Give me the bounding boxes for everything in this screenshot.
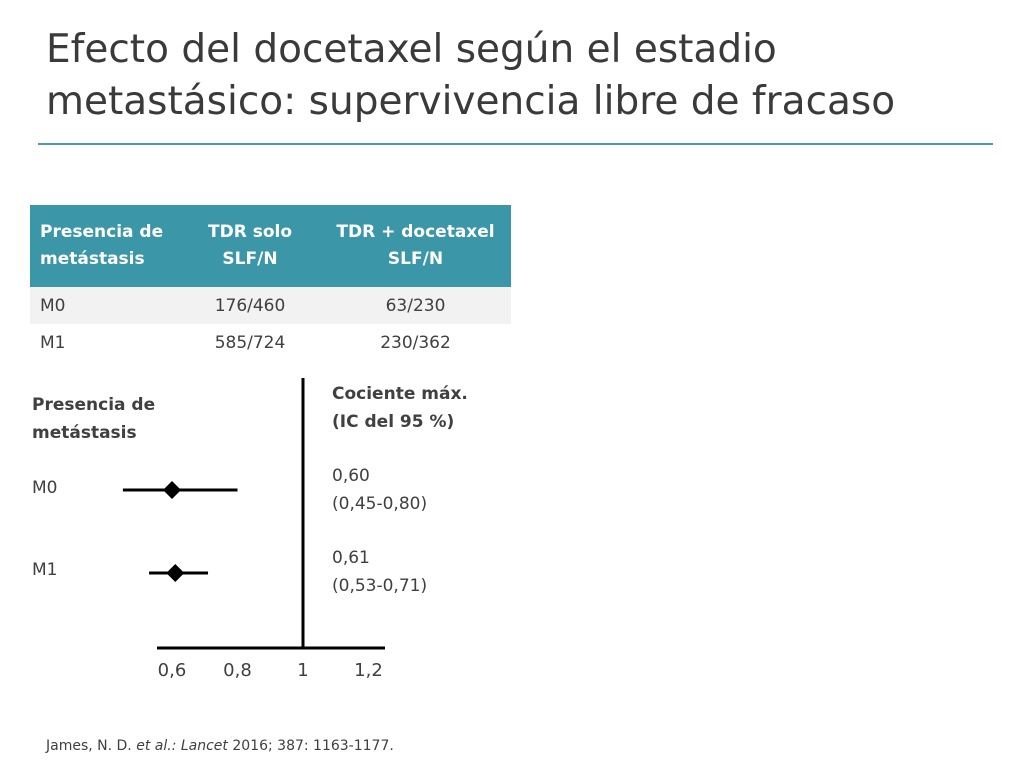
reference-journal: et al.: Lancet	[136, 738, 228, 754]
table-cell: 585/724	[180, 324, 320, 361]
slide-title: Efecto del docetaxel según el estadio me…	[46, 27, 896, 124]
plot-left-header: Presencia de metástasis	[32, 395, 156, 443]
hr-value-m0: 0,60	[332, 466, 370, 486]
x-tick-label: 0,6	[158, 660, 187, 681]
hr-value-m1: 0,61	[332, 548, 370, 568]
x-tick-label: 0,8	[223, 660, 252, 681]
hr-ci-m1: (0,53-0,71)	[332, 576, 428, 596]
hr-ci-m0: (0,45-0,80)	[332, 494, 428, 514]
title-divider	[38, 143, 993, 145]
plot-right-header: Cociente máx. (IC del 95 %)	[332, 384, 468, 432]
reference-citation: James, N. D. et al.: Lancet 2016; 387: 1…	[46, 738, 394, 754]
point-estimate-marker	[163, 481, 181, 499]
table-cell: 63/230	[320, 287, 511, 324]
reference-details: 2016; 387: 1163-1177.	[227, 738, 394, 754]
table-cell: 176/460	[180, 287, 320, 324]
table-header-cell: TDR solo SLF/N	[180, 205, 320, 287]
row-label-m0: M0	[32, 478, 58, 498]
point-estimate-marker	[166, 564, 185, 582]
reference-authors: James, N. D.	[46, 738, 137, 754]
x-tick-label: 1,2	[354, 660, 383, 681]
table-header-cell: TDR + docetaxel SLF/N	[320, 205, 511, 287]
metastasis-table: Presencia de metástasis TDR solo SLF/N T…	[30, 205, 511, 361]
table-row: M1 585/724 230/362	[30, 324, 511, 361]
table-cell: M1	[30, 324, 180, 361]
row-label-m1: M1	[32, 560, 58, 580]
table-header-row: Presencia de metástasis TDR solo SLF/N T…	[30, 205, 511, 287]
table-cell: 230/362	[320, 324, 511, 361]
table-header-cell: Presencia de metástasis	[30, 205, 180, 287]
table-row: M0 176/460 63/230	[30, 287, 511, 324]
x-tick-label: 1	[297, 660, 308, 681]
table-cell: M0	[30, 287, 180, 324]
